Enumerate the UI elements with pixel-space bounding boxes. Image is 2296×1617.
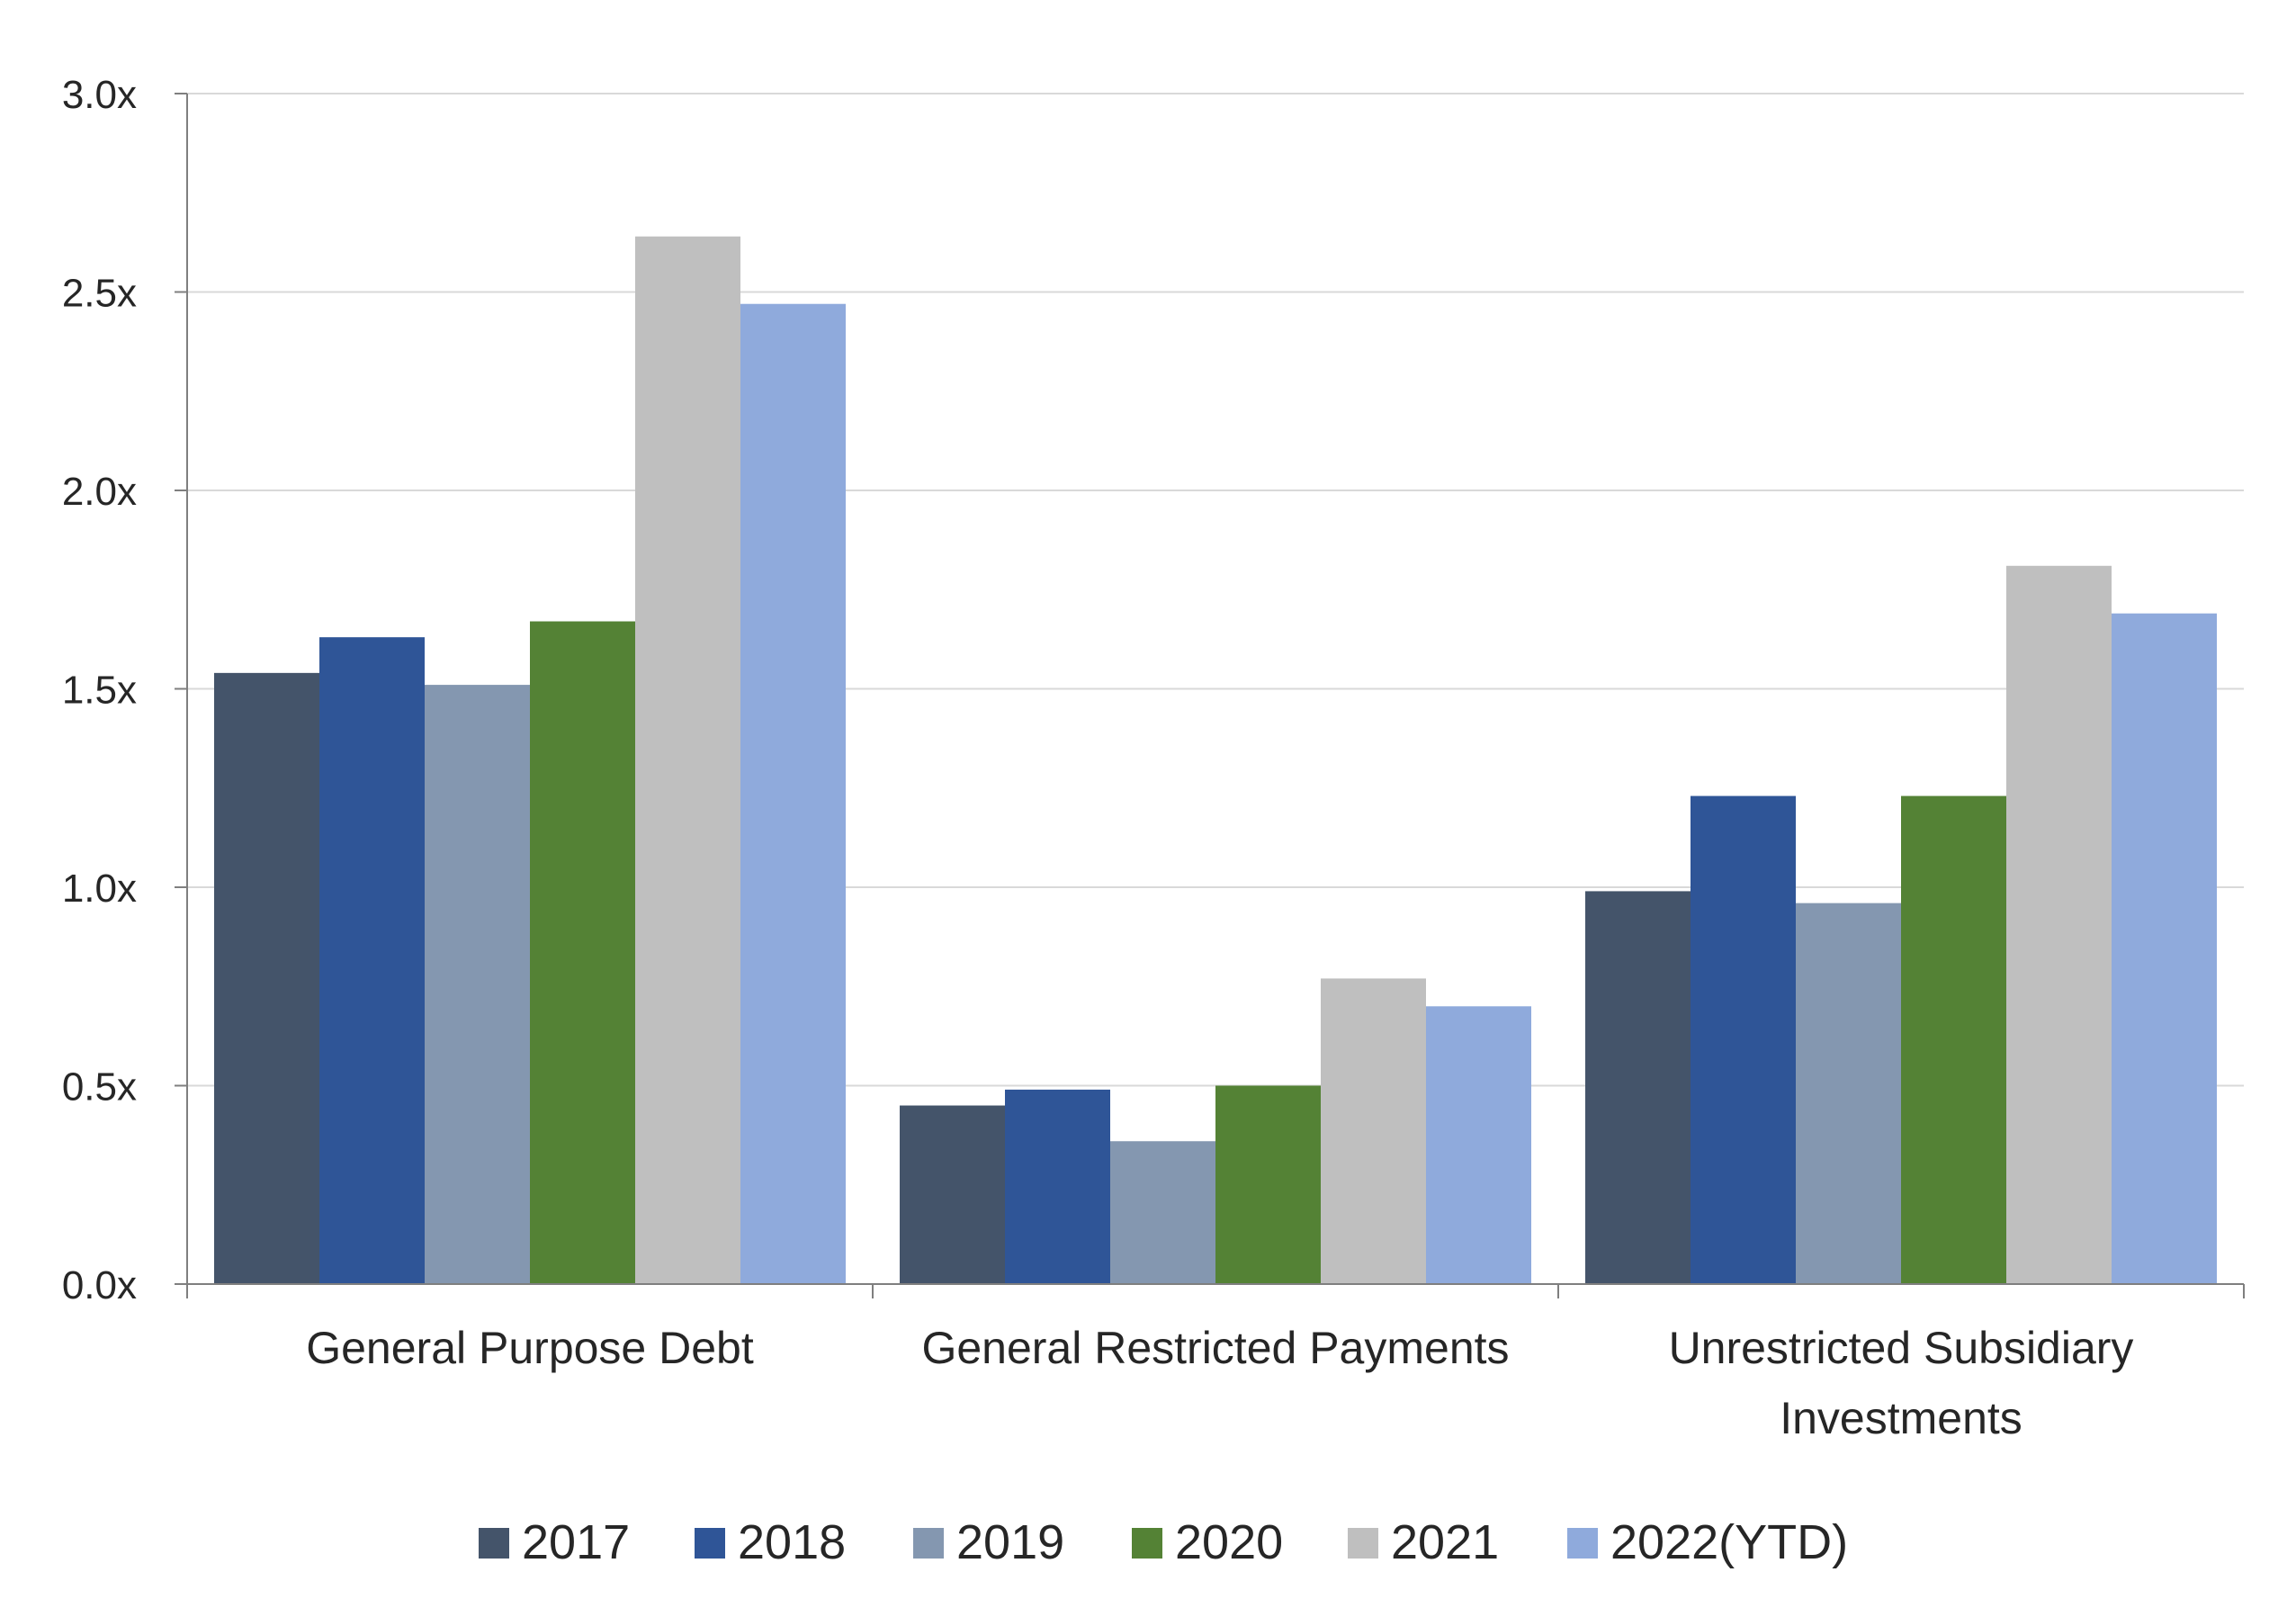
bar-2017-2 <box>1585 891 1691 1284</box>
legend: 2017 2018 2019 2020 2021 2022(YTD) <box>479 1515 1848 1569</box>
bar-2022(YTD)-2 <box>2112 613 2217 1284</box>
legend-label: 2022(YTD) <box>1610 1515 1848 1569</box>
legend-label: 2017 <box>522 1515 630 1569</box>
bar-2017-0 <box>214 672 319 1284</box>
bar-2021-2 <box>2006 565 2112 1284</box>
bar-2017-1 <box>900 1105 1005 1284</box>
y-tick-label: 0.0x <box>62 1263 137 1307</box>
legend-label: 2021 <box>1391 1515 1499 1569</box>
bar-2022(YTD)-0 <box>740 303 846 1285</box>
x-category-label: General Purpose Debt <box>306 1323 754 1373</box>
legend-label: 2018 <box>738 1515 846 1569</box>
x-category-labels: General Purpose Debt General Restricted P… <box>306 1323 2133 1443</box>
y-tick-label: 1.0x <box>62 867 137 911</box>
bar-2021-0 <box>635 236 740 1284</box>
bar-2020-1 <box>1215 1085 1321 1284</box>
bar-2020-0 <box>530 621 635 1284</box>
bar-2021-1 <box>1321 978 1426 1284</box>
legend-label: 2019 <box>956 1515 1064 1569</box>
y-tick-label: 2.0x <box>62 470 137 514</box>
y-tick-label: 3.0x <box>62 73 137 117</box>
bar-2019-0 <box>425 685 530 1284</box>
y-tick-labels: 0.0x 0.5x 1.0x 1.5x 2.0x 2.5x 3.0x <box>62 73 137 1307</box>
x-category-label: General Restricted Payments <box>921 1323 1509 1373</box>
bar-2018-0 <box>319 637 425 1284</box>
legend-label: 2020 <box>1175 1515 1283 1569</box>
y-tick-label: 0.5x <box>62 1065 137 1109</box>
legend-swatch <box>479 1528 509 1559</box>
bar-2022(YTD)-1 <box>1426 1006 1531 1284</box>
legend-swatch <box>1132 1528 1162 1559</box>
y-tick-label: 1.5x <box>62 669 137 713</box>
bar-2018-1 <box>1005 1089 1110 1284</box>
bar-2019-2 <box>1796 903 1901 1284</box>
bar-2019-1 <box>1110 1141 1215 1284</box>
x-category-label: Investments <box>1780 1393 2022 1443</box>
legend-swatch <box>695 1528 725 1559</box>
y-tick-label: 2.5x <box>62 272 137 316</box>
x-category-label: Unrestricted Subsidiary <box>1669 1323 2134 1373</box>
bar-2020-2 <box>1901 795 2006 1284</box>
legend-swatch <box>913 1528 944 1559</box>
legend-swatch <box>1567 1528 1598 1559</box>
axes <box>175 93 2245 1298</box>
legend-swatch <box>1348 1528 1378 1559</box>
bars <box>214 236 2217 1285</box>
bar-2018-2 <box>1691 795 1796 1284</box>
